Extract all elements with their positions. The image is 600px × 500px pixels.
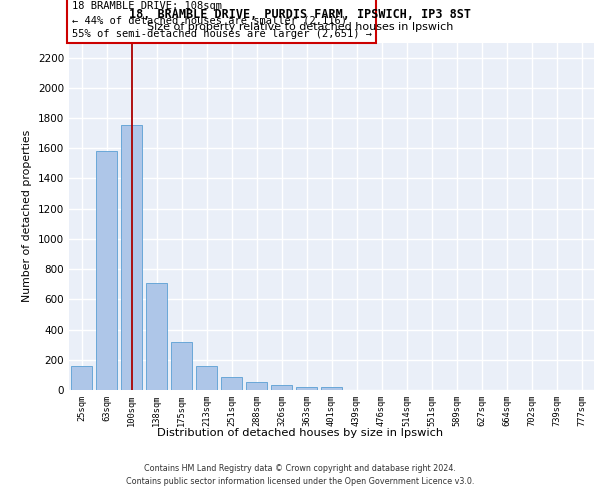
Bar [221,376,242,390]
Bar [71,366,92,390]
Bar [196,366,217,390]
Bar [246,382,267,390]
Bar [96,150,117,390]
Bar [321,387,342,390]
Bar [271,385,292,390]
Text: Contains public sector information licensed under the Open Government Licence v3: Contains public sector information licen… [126,478,474,486]
Bar [296,386,317,390]
Text: Distribution of detached houses by size in Ipswich: Distribution of detached houses by size … [157,428,443,438]
Y-axis label: Number of detached properties: Number of detached properties [22,130,32,302]
Text: 18, BRAMBLE DRIVE, PURDIS FARM, IPSWICH, IP3 8ST: 18, BRAMBLE DRIVE, PURDIS FARM, IPSWICH,… [129,8,471,20]
Bar [121,125,142,390]
Text: Contains HM Land Registry data © Crown copyright and database right 2024.: Contains HM Land Registry data © Crown c… [144,464,456,473]
Text: Size of property relative to detached houses in Ipswich: Size of property relative to detached ho… [147,22,453,32]
Text: 18 BRAMBLE DRIVE: 108sqm
← 44% of detached houses are smaller (2,116)
55% of sem: 18 BRAMBLE DRIVE: 108sqm ← 44% of detach… [71,1,371,39]
Bar [171,342,192,390]
Bar [146,282,167,390]
